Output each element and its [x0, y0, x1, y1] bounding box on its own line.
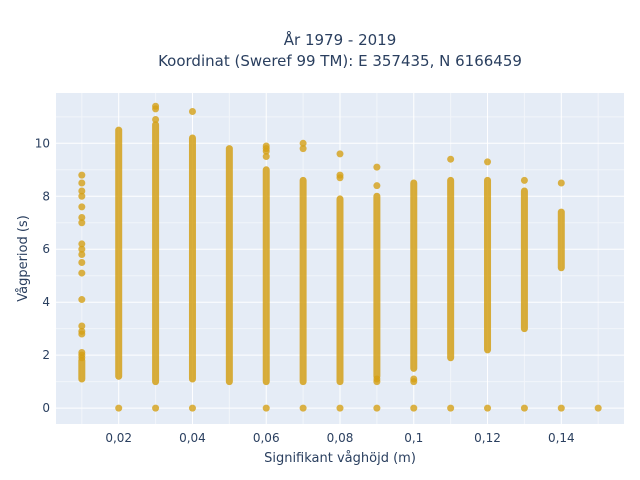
data-point [152, 404, 160, 412]
data-point [484, 158, 492, 166]
data-point [299, 404, 307, 412]
y-tick-label: 6 [42, 242, 50, 256]
data-point [262, 153, 270, 161]
x-tick-label: 0,08 [327, 431, 354, 445]
data-point-band [115, 126, 123, 380]
data-point [78, 354, 86, 362]
data-point [78, 258, 86, 266]
data-point [447, 155, 455, 163]
data-point [410, 404, 418, 412]
data-point [78, 296, 86, 304]
data-point-band [188, 134, 196, 383]
data-point-band [484, 176, 492, 354]
y-axis-ticks: 0 2 4 6 8 10 [35, 136, 50, 415]
data-point [336, 174, 344, 182]
data-point-band [262, 166, 270, 386]
x-axis-title: Signifikant våghöjd (m) [264, 451, 416, 466]
x-tick-label: 0,14 [548, 431, 575, 445]
data-point [78, 203, 86, 211]
data-point-band [447, 176, 455, 362]
x-tick-label: 0,06 [253, 431, 280, 445]
data-point [78, 330, 86, 338]
chart-title-line2: Koordinat (Sweref 99 TM): E 357435, N 61… [158, 52, 522, 70]
data-point [299, 145, 307, 153]
data-point [594, 404, 602, 412]
chart-title-line1: År 1979 - 2019 [284, 30, 397, 49]
data-point [78, 240, 86, 248]
data-point-band [557, 208, 565, 272]
data-point-band [336, 195, 344, 386]
data-point [520, 404, 528, 412]
data-point [373, 378, 381, 386]
x-axis-ticks: 0,02 0,04 0,06 0,08 0,1 0,12 0,14 [105, 431, 574, 445]
data-point [78, 269, 86, 277]
y-tick-label: 0 [42, 401, 50, 415]
data-point [336, 150, 344, 158]
data-point [262, 404, 270, 412]
data-point [188, 108, 196, 116]
data-point [447, 404, 455, 412]
data-point [262, 147, 270, 155]
data-point [78, 251, 86, 259]
data-point [188, 404, 196, 412]
data-point [78, 245, 86, 253]
data-point-band [410, 179, 418, 372]
data-point-band [225, 145, 233, 386]
data-point [410, 378, 418, 386]
data-point [484, 404, 492, 412]
data-point [373, 163, 381, 171]
data-point [78, 213, 86, 221]
data-point [557, 404, 565, 412]
data-point [78, 219, 86, 227]
y-axis-title: Vågperiod (s) [16, 215, 31, 302]
data-point-band [299, 176, 307, 386]
data-point [78, 192, 86, 200]
data-point-band [520, 187, 528, 333]
y-tick-label: 8 [42, 189, 50, 203]
data-point [520, 176, 528, 184]
data-point [373, 182, 381, 190]
x-tick-label: 0,12 [474, 431, 501, 445]
data-point [152, 105, 160, 113]
x-tick-label: 0,1 [404, 431, 423, 445]
data-point [78, 171, 86, 179]
y-tick-label: 2 [42, 348, 50, 362]
x-tick-label: 0,04 [179, 431, 206, 445]
y-tick-label: 4 [42, 295, 50, 309]
data-point [336, 404, 344, 412]
data-point [152, 115, 160, 123]
data-point [78, 187, 86, 195]
data-point-band [373, 192, 381, 380]
data-point [115, 404, 123, 412]
data-point [373, 404, 381, 412]
data-point [78, 179, 86, 187]
data-point-band [78, 356, 86, 383]
x-tick-label: 0,02 [105, 431, 132, 445]
data-point [557, 179, 565, 187]
y-tick-label: 10 [35, 136, 50, 150]
data-point-band [152, 121, 160, 386]
data-points [78, 102, 602, 412]
data-point [78, 322, 86, 330]
data-point [299, 139, 307, 147]
